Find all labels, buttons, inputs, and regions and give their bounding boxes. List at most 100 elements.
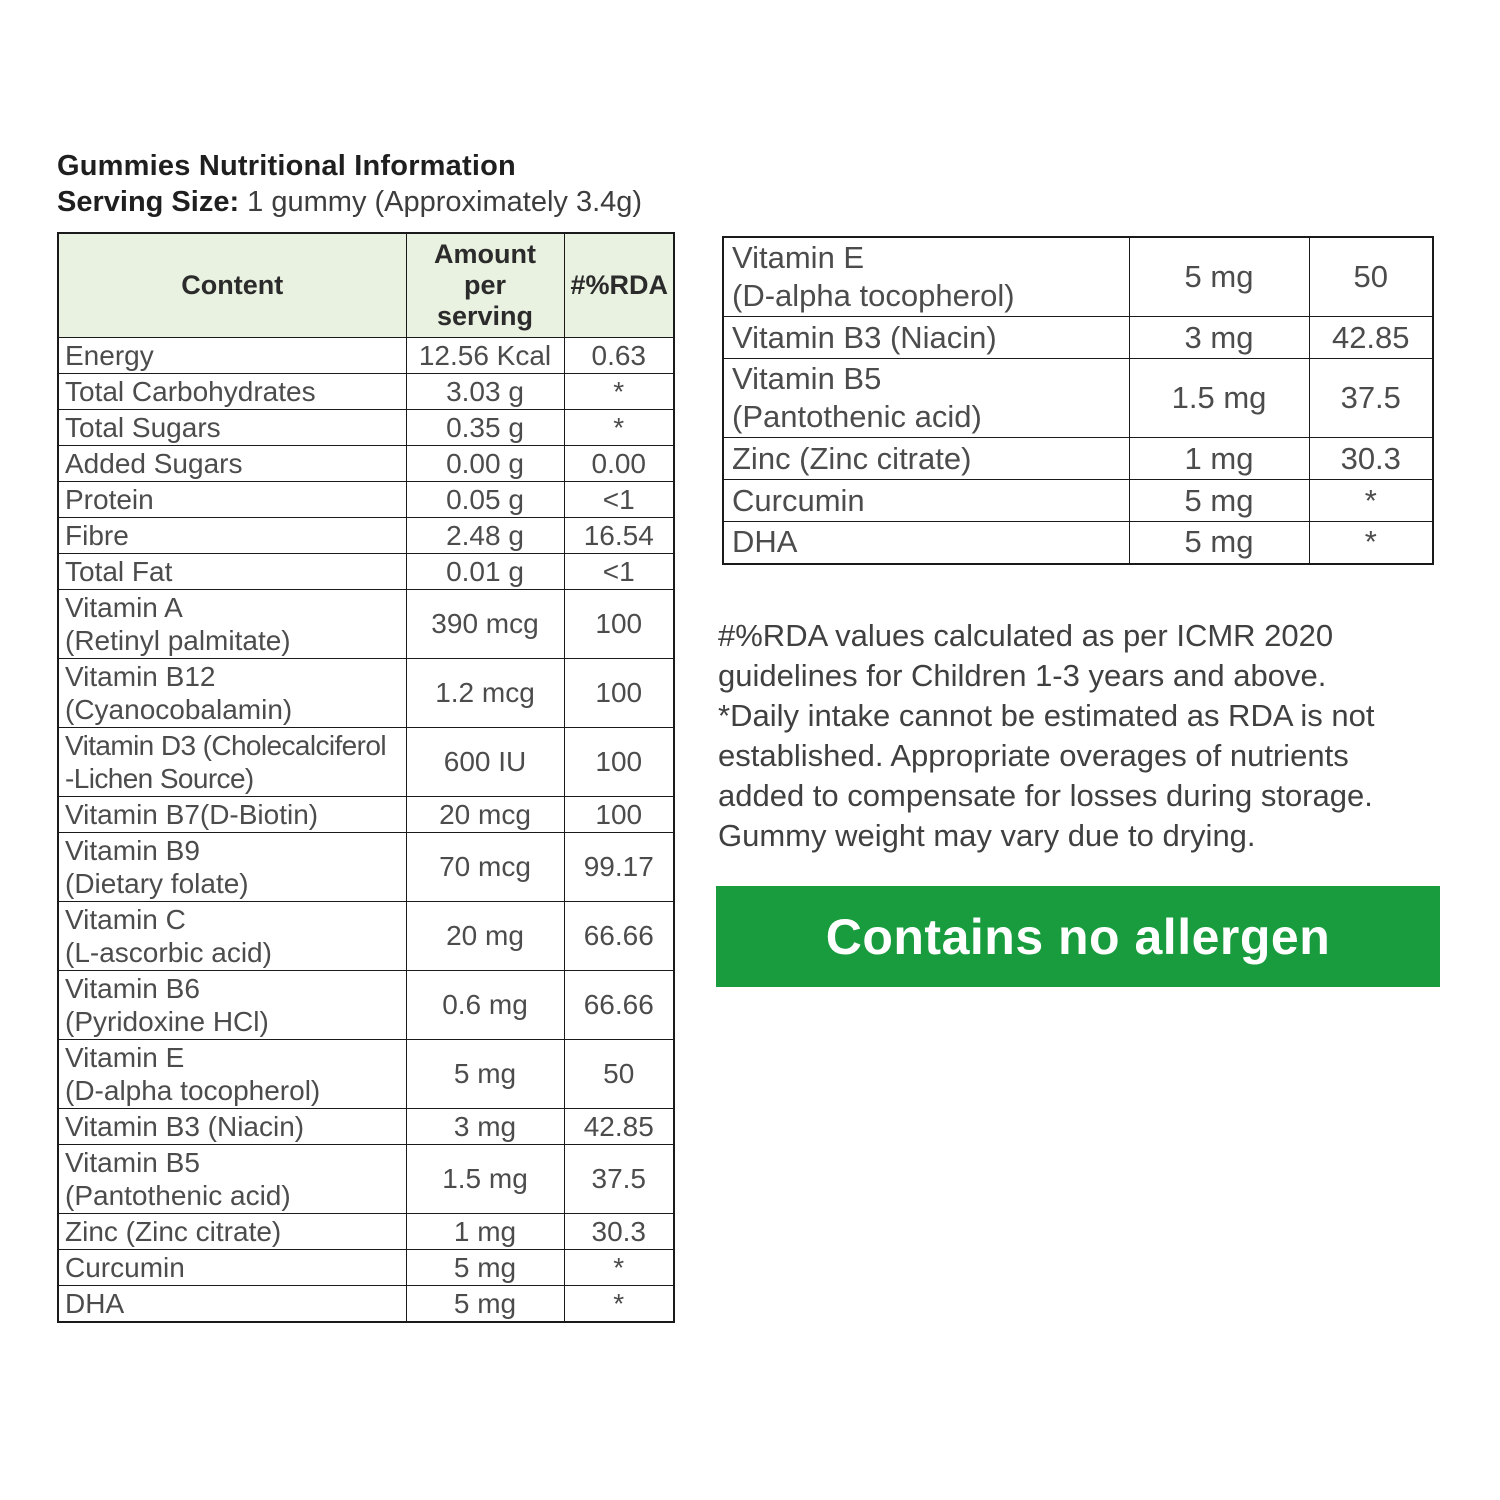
row-amount: 20 mcg [405, 795, 565, 833]
row-amount: 5 mg [405, 1038, 565, 1109]
row-rda: * [563, 408, 675, 446]
nutrition-table-left: Content Amount per serving #%RDA Energy 1… [57, 232, 675, 1323]
row-rda: 100 [563, 588, 675, 659]
row-rda: <1 [563, 552, 675, 590]
row-label: Vitamin B3 (Niacin) [722, 316, 1130, 359]
row-amount: 3 mg [405, 1107, 565, 1145]
row-amount: 5 mg [1128, 236, 1310, 317]
table-row: Curcumin 5 mg * [722, 479, 1434, 522]
row-label: Vitamin B7(D-Biotin) [57, 795, 407, 833]
row-label: Curcumin [57, 1248, 407, 1286]
row-label: Vitamin B6 (Pyridoxine HCl) [57, 969, 407, 1040]
row-label: Added Sugars [57, 444, 407, 482]
row-amount: 5 mg [1128, 521, 1310, 564]
row-rda: 0.00 [563, 444, 675, 482]
row-amount: 0.6 mg [405, 969, 565, 1040]
table-row: Total Sugars 0.35 g * [57, 408, 675, 446]
row-amount: 390 mcg [405, 588, 565, 659]
table-row: Vitamin B9 (Dietary folate) 70 mcg 99.17 [57, 831, 675, 902]
row-rda: * [563, 1248, 675, 1286]
allergen-banner-text: Contains no allergen [825, 908, 1331, 965]
row-amount: 2.48 g [405, 516, 565, 554]
row-label: Vitamin B9 (Dietary folate) [57, 831, 407, 902]
row-rda: 100 [563, 726, 675, 797]
row-rda: 30.3 [563, 1212, 675, 1250]
row-label: Total Sugars [57, 408, 407, 446]
allergen-banner: Contains no allergen [716, 886, 1440, 987]
row-label: Vitamin B5 (Pantothenic acid) [57, 1143, 407, 1214]
row-amount: 0.05 g [405, 480, 565, 518]
table-row: DHA 5 mg * [57, 1284, 675, 1322]
row-rda: 66.66 [563, 969, 675, 1040]
row-rda: 42.85 [563, 1107, 675, 1145]
table-row: Added Sugars 0.00 g 0.00 [57, 444, 675, 482]
table-row: Vitamin B5 (Pantothenic acid) 1.5 mg 37.5 [722, 358, 1434, 438]
row-rda: 0.63 [563, 336, 675, 374]
row-label: Vitamin E (D-alpha tocopherol) [722, 236, 1130, 317]
row-label: Fibre [57, 516, 407, 554]
header-amount-per-serving: Amount per serving [405, 232, 565, 338]
row-amount: 1 mg [1128, 437, 1310, 480]
table-row: Total Fat 0.01 g <1 [57, 552, 675, 590]
row-label: Energy [57, 336, 407, 374]
header-content: Content [57, 232, 407, 338]
table-row: Vitamin E (D-alpha tocopherol) 5 mg 50 [57, 1038, 675, 1109]
row-label: Curcumin [722, 479, 1130, 522]
row-amount: 5 mg [405, 1284, 565, 1322]
table-row: Vitamin E (D-alpha tocopherol) 5 mg 50 [722, 236, 1434, 317]
row-amount: 3.03 g [405, 372, 565, 410]
row-rda: 30.3 [1308, 437, 1434, 480]
row-amount: 0.01 g [405, 552, 565, 590]
nutrition-table-right: Vitamin E (D-alpha tocopherol) 5 mg 50 Vita… [722, 236, 1434, 565]
row-rda: 100 [563, 657, 675, 728]
row-amount: 70 mcg [405, 831, 565, 902]
row-amount: 600 IU [405, 726, 565, 797]
row-label: Total Fat [57, 552, 407, 590]
row-amount: 20 mg [405, 900, 565, 971]
table-row: Vitamin B6 (Pyridoxine HCl) 0.6 mg 66.66 [57, 969, 675, 1040]
row-amount: 5 mg [405, 1248, 565, 1286]
row-rda: <1 [563, 480, 675, 518]
table-row: Vitamin B12 (Cyanocobalamin) 1.2 mcg 100 [57, 657, 675, 728]
row-amount: 0.35 g [405, 408, 565, 446]
row-rda: * [563, 1284, 675, 1322]
table-row: Zinc (Zinc citrate) 1 mg 30.3 [722, 437, 1434, 480]
row-rda: 50 [1308, 236, 1434, 317]
table-row: Vitamin C (L-ascorbic acid) 20 mg 66.66 [57, 900, 675, 971]
row-amount: 0.00 g [405, 444, 565, 482]
rda-footnote: #%RDA values calculated as per ICMR 2020… [718, 618, 1375, 853]
row-rda: 100 [563, 795, 675, 833]
row-rda: * [1308, 521, 1434, 564]
row-rda: 16.54 [563, 516, 675, 554]
row-label: Total Carbohydrates [57, 372, 407, 410]
row-rda: * [1308, 479, 1434, 522]
row-label: DHA [57, 1284, 407, 1322]
table-row: Vitamin D3 (Cholecalciferol -Lichen Sour… [57, 726, 675, 797]
row-label: Vitamin B12 (Cyanocobalamin) [57, 657, 407, 728]
table-row: Fibre 2.48 g 16.54 [57, 516, 675, 554]
table-header-row: Content Amount per serving #%RDA [57, 232, 675, 338]
row-amount: 1.5 mg [1128, 358, 1310, 438]
table-row: Energy 12.56 Kcal 0.63 [57, 336, 675, 374]
row-rda: 37.5 [563, 1143, 675, 1214]
serving-size-label: Serving Size: [57, 186, 240, 218]
row-label: Vitamin B3 (Niacin) [57, 1107, 407, 1145]
row-amount: 5 mg [1128, 479, 1310, 522]
row-rda: 37.5 [1308, 358, 1434, 438]
table-row: Protein 0.05 g <1 [57, 480, 675, 518]
row-label: Zinc (Zinc citrate) [722, 437, 1130, 480]
table-row: Curcumin 5 mg * [57, 1248, 675, 1286]
row-amount: 1.5 mg [405, 1143, 565, 1214]
row-amount: 1.2 mcg [405, 657, 565, 728]
serving-size-line: Serving Size: 1 gummy (Approximately 3.4… [57, 186, 642, 219]
row-rda: 66.66 [563, 900, 675, 971]
table-row: Vitamin B7(D-Biotin) 20 mcg 100 [57, 795, 675, 833]
table-row: Vitamin B3 (Niacin) 3 mg 42.85 [722, 316, 1434, 359]
row-rda: 42.85 [1308, 316, 1434, 359]
row-label: Vitamin A (Retinyl palmitate) [57, 588, 407, 659]
serving-size-value: 1 gummy (Approximately 3.4g) [239, 186, 643, 218]
table-row: Vitamin B5 (Pantothenic acid) 1.5 mg 37.5 [57, 1143, 675, 1214]
table-row: Vitamin A (Retinyl palmitate) 390 mcg 100 [57, 588, 675, 659]
header-rda: #%RDA [563, 232, 675, 338]
table-row: Zinc (Zinc citrate) 1 mg 30.3 [57, 1212, 675, 1250]
